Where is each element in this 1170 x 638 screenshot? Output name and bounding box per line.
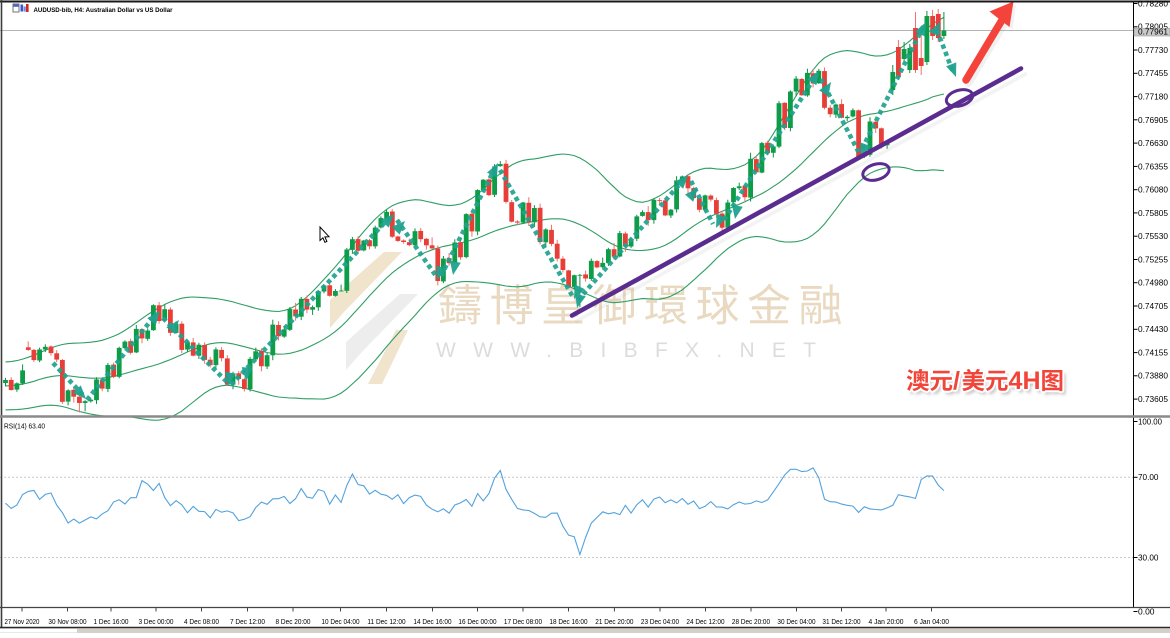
svg-text:16 Dec 00:00: 16 Dec 00:00: [458, 619, 496, 626]
svg-text:0.77455: 0.77455: [1138, 69, 1169, 78]
svg-text:10 Dec 04:00: 10 Dec 04:00: [321, 619, 359, 626]
svg-text:27 Nov 2020: 27 Nov 2020: [5, 619, 40, 626]
svg-text:30 Nov 08:00: 30 Nov 08:00: [48, 619, 86, 626]
svg-text:0.75255: 0.75255: [1138, 255, 1169, 264]
svg-text:/: /: [953, 365, 960, 393]
svg-text:11 Dec 12:00: 11 Dec 12:00: [367, 619, 405, 626]
svg-text:4: 4: [1007, 366, 1021, 394]
svg-text:21 Dec 20:00: 21 Dec 20:00: [595, 619, 633, 626]
svg-text:4: 4: [1010, 368, 1024, 396]
svg-text:23 Dec 04:00: 23 Dec 04:00: [641, 619, 679, 626]
svg-text:4: 4: [1009, 365, 1023, 393]
svg-text:H: H: [1023, 367, 1041, 395]
svg-text:/: /: [953, 369, 960, 397]
svg-text:6 Jan 04:00: 6 Jan 04:00: [914, 619, 949, 626]
svg-text:4: 4: [1011, 367, 1025, 395]
svg-text:4: 4: [1007, 367, 1021, 395]
svg-text:0.76905: 0.76905: [1138, 116, 1169, 125]
svg-text:30 Dec 04:00: 30 Dec 04:00: [777, 619, 815, 626]
svg-text:1 Dec 16:00: 1 Dec 16:00: [94, 619, 129, 626]
svg-text:/: /: [956, 370, 963, 398]
svg-text:H: H: [1024, 368, 1042, 396]
svg-text:H: H: [1024, 366, 1042, 394]
svg-text:/: /: [954, 366, 961, 394]
svg-text:RSI(14) 63.40: RSI(14) 63.40: [4, 422, 45, 431]
svg-text:H: H: [1025, 367, 1043, 395]
svg-text:0.74705: 0.74705: [1138, 302, 1169, 311]
svg-text:/: /: [952, 366, 959, 394]
svg-text:AUDUSD-bib, H4: Australian Do: AUDUSD-bib, H4: Australian Dollar vs US …: [34, 7, 173, 14]
svg-text:0.77730: 0.77730: [1138, 46, 1169, 55]
svg-text:70.00: 70.00: [1138, 473, 1159, 482]
svg-text:31 Dec 12:00: 31 Dec 12:00: [822, 619, 860, 626]
svg-text:0.74430: 0.74430: [1138, 325, 1169, 334]
svg-text:0.73880: 0.73880: [1138, 372, 1169, 381]
svg-text:H: H: [1025, 370, 1043, 398]
svg-text:4 Jan 20:00: 4 Jan 20:00: [869, 619, 904, 626]
svg-text:0.74980: 0.74980: [1138, 279, 1169, 288]
svg-text:/: /: [952, 368, 959, 396]
svg-text:H: H: [1021, 367, 1039, 395]
svg-text:4: 4: [1009, 369, 1023, 397]
svg-text:0.00: 0.00: [1138, 607, 1155, 616]
svg-text:3 Dec 00:00: 3 Dec 00:00: [139, 619, 174, 626]
svg-text:24 Dec 12:00: 24 Dec 12:00: [686, 619, 724, 626]
svg-text:0.75530: 0.75530: [1138, 232, 1169, 241]
svg-text:4 Dec 08:00: 4 Dec 08:00: [184, 619, 219, 626]
svg-text:/: /: [951, 367, 958, 395]
svg-text:30.00: 30.00: [1138, 553, 1159, 562]
svg-text:4: 4: [1007, 368, 1021, 396]
svg-text:H: H: [1023, 365, 1041, 393]
svg-text:4: 4: [1011, 370, 1025, 398]
svg-text:0.78005: 0.78005: [1138, 23, 1169, 32]
svg-text:4: 4: [1009, 367, 1023, 395]
svg-text:0.74155: 0.74155: [1138, 348, 1169, 357]
svg-text:/: /: [953, 367, 960, 395]
svg-text:/: /: [954, 368, 961, 396]
svg-text:0.76630: 0.76630: [1138, 139, 1169, 148]
svg-text:28 Dec 20:00: 28 Dec 20:00: [732, 619, 770, 626]
svg-text:0.73605: 0.73605: [1138, 395, 1169, 404]
svg-text:8 Dec 20:00: 8 Dec 20:00: [276, 619, 311, 626]
svg-text:0.76355: 0.76355: [1138, 162, 1169, 171]
svg-text:H: H: [1023, 369, 1041, 397]
svg-text:18 Dec 16:00: 18 Dec 16:00: [549, 619, 587, 626]
svg-text:0.76080: 0.76080: [1138, 186, 1169, 195]
svg-text:0.77961: 0.77961: [1138, 28, 1169, 37]
svg-text:0.77180: 0.77180: [1138, 93, 1169, 102]
svg-text:/: /: [955, 367, 962, 395]
svg-text:H: H: [1021, 368, 1039, 396]
svg-text:H: H: [1021, 366, 1039, 394]
svg-text:7 Dec 12:00: 7 Dec 12:00: [230, 619, 265, 626]
svg-text:4: 4: [1010, 366, 1024, 394]
svg-text:0.75805: 0.75805: [1138, 209, 1169, 218]
svg-text:0.78280: 0.78280: [1138, 0, 1169, 8]
svg-text:14 Dec 16:00: 14 Dec 16:00: [413, 619, 451, 626]
svg-text:100.00: 100.00: [1138, 417, 1163, 426]
svg-text:17 Dec 08:00: 17 Dec 08:00: [504, 619, 542, 626]
